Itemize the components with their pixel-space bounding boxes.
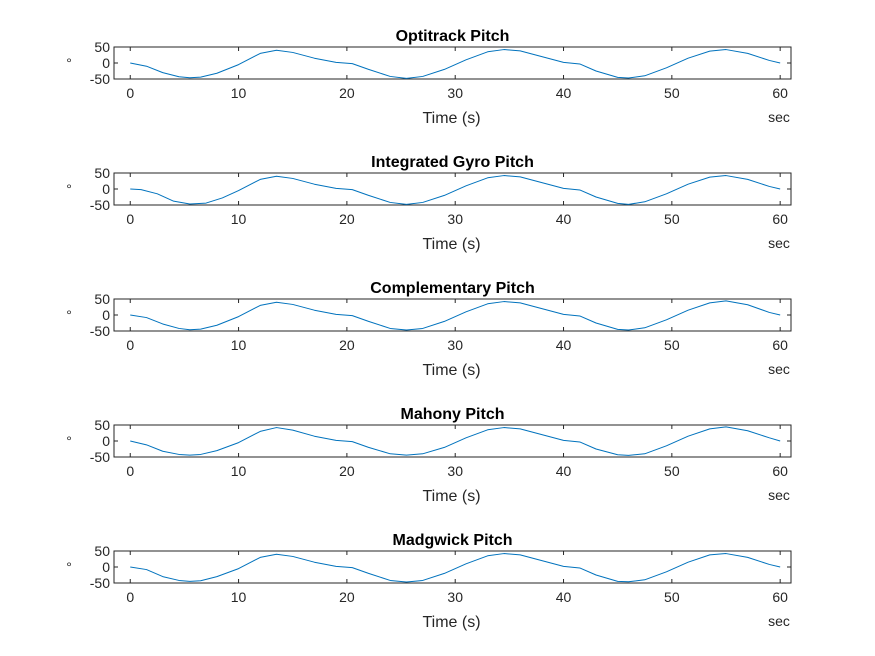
series-line [130,553,781,583]
y-axis-label: ° [66,55,72,71]
series-line [130,49,781,79]
y-tick-label: 50 [94,417,110,433]
x-tick-label: 30 [447,211,463,227]
x-tick-label: 40 [556,589,572,605]
y-axis-label: ° [66,559,72,575]
x-tick-label: 60 [772,85,788,101]
y-axis-label: ° [66,307,72,323]
x-tick-label: 10 [231,463,247,479]
y-tick-label: -50 [90,197,110,213]
x-tick-label: 60 [772,337,788,353]
x-tick-label: 20 [339,211,355,227]
x-axis-label: Time (s) [422,236,480,253]
x-axis-label: Time (s) [422,362,480,379]
y-tick-label: -50 [90,575,110,591]
y-tick-label: -50 [90,71,110,87]
plot-area [113,550,792,584]
x-tick-label: 10 [231,337,247,353]
chart-title: Madgwick Pitch [392,532,512,549]
x-tick-label: 40 [556,85,572,101]
y-tick-label: 50 [94,165,110,181]
x-unit-label: sec [768,109,790,125]
x-tick-label: 40 [556,337,572,353]
x-tick-label: 0 [126,337,134,353]
x-unit-label: sec [768,235,790,251]
y-tick-label: 0 [102,433,110,449]
chart-title: Complementary Pitch [370,280,534,297]
y-tick-label: -50 [90,323,110,339]
x-tick-label: 20 [339,337,355,353]
x-tick-label: 0 [126,85,134,101]
x-tick-label: 0 [126,589,134,605]
x-axis-label: Time (s) [422,614,480,631]
y-tick-label: 50 [94,543,110,559]
x-unit-label: sec [768,613,790,629]
chart-title: Mahony Pitch [400,406,504,423]
x-tick-label: 40 [556,463,572,479]
x-tick-label: 30 [447,589,463,605]
y-tick-label: -50 [90,449,110,465]
x-tick-label: 20 [339,463,355,479]
x-tick-label: 10 [231,211,247,227]
y-tick-label: 0 [102,55,110,71]
y-tick-label: 0 [102,559,110,575]
x-axis-label: Time (s) [422,488,480,505]
y-tick-label: 0 [102,307,110,323]
x-unit-label: sec [768,361,790,377]
chart-title: Optitrack Pitch [396,28,510,45]
series-line [130,300,781,331]
x-tick-label: 50 [664,85,680,101]
x-axis-label: Time (s) [422,110,480,127]
series-line [130,426,781,456]
x-tick-label: 60 [772,463,788,479]
x-tick-label: 10 [231,85,247,101]
y-axis-label: ° [66,433,72,449]
y-tick-label: 50 [94,291,110,307]
x-tick-label: 40 [556,211,572,227]
x-tick-label: 10 [231,589,247,605]
x-tick-label: 20 [339,589,355,605]
x-tick-label: 50 [664,589,680,605]
x-tick-label: 60 [772,211,788,227]
x-tick-label: 30 [447,85,463,101]
x-unit-label: sec [768,487,790,503]
y-axis-label: ° [66,181,72,197]
series-line [130,175,781,205]
y-tick-label: 50 [94,39,110,55]
chart-title: Integrated Gyro Pitch [371,154,534,171]
x-tick-label: 0 [126,211,134,227]
plot-area [113,298,792,332]
x-tick-label: 60 [772,589,788,605]
x-tick-label: 30 [447,463,463,479]
x-tick-label: 50 [664,463,680,479]
plot-area [113,46,792,80]
x-tick-label: 50 [664,337,680,353]
y-tick-label: 0 [102,181,110,197]
plot-area [113,424,792,458]
x-tick-label: 0 [126,463,134,479]
x-tick-label: 30 [447,337,463,353]
x-tick-label: 20 [339,85,355,101]
x-tick-label: 50 [664,211,680,227]
